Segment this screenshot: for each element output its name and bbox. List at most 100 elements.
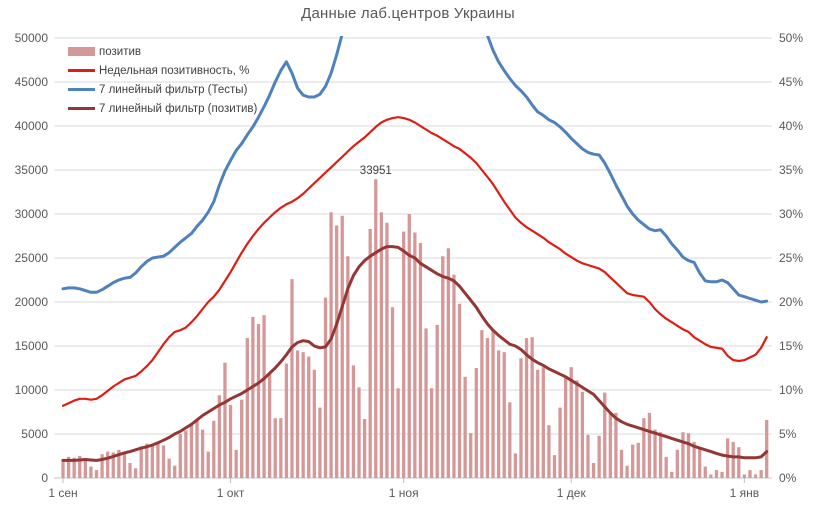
bar-positive [407, 214, 411, 478]
bar-positive [619, 449, 624, 478]
y-axis-label-left: 20000 [15, 295, 49, 309]
bar-positive [424, 328, 428, 478]
bar-positive [552, 455, 557, 478]
legend-item-tests-filter: 7 линейный фильтр (Тесты) [68, 80, 257, 99]
y-axis-label-right: 5% [779, 427, 797, 441]
bar-positive [441, 256, 445, 478]
bar-positive [301, 352, 305, 478]
y-axis-label-left: 35000 [15, 163, 49, 177]
legend-label: Недельная позитивность, % [99, 64, 250, 77]
bar-positive [184, 430, 188, 478]
bar-positive [698, 448, 702, 478]
bar-positive [429, 388, 434, 478]
bar-positive [642, 418, 646, 478]
bar-positive [78, 456, 82, 478]
bar-positive [580, 391, 585, 478]
y-axis-label-right: 10% [779, 383, 803, 397]
bar-positive [508, 402, 512, 478]
bar-positive [435, 324, 439, 478]
bar-positive [223, 362, 227, 478]
bar-positive [469, 433, 473, 478]
bar-positive [748, 470, 752, 478]
x-axis-label: 1 окт [217, 486, 245, 500]
bar-positive [111, 452, 115, 478]
bar-positive [647, 412, 652, 478]
bar-positive [536, 369, 540, 478]
bar-positive [128, 463, 132, 478]
bar-positive [117, 449, 121, 478]
y-axis-label-right: 15% [779, 339, 803, 353]
bar-positive [541, 367, 545, 478]
bar-positive [396, 388, 400, 478]
bar-positive [217, 395, 222, 478]
bar-positive [675, 449, 679, 478]
bar-positive [307, 356, 311, 478]
bar-positive [173, 465, 177, 478]
bar-positive [357, 387, 361, 478]
bar-positive [335, 225, 339, 478]
y-axis-label-right: 40% [779, 119, 803, 133]
y-axis-label-right: 20% [779, 295, 803, 309]
bar-positive [385, 222, 389, 478]
bar-positive [625, 465, 629, 478]
bar-positive [390, 307, 395, 478]
bar-positive [664, 456, 668, 478]
red-line-swatch-icon [68, 69, 95, 72]
bar-positive [670, 471, 674, 478]
y-axis-label-left: 5000 [21, 427, 48, 441]
bar-positive [474, 368, 478, 478]
bar-positive [156, 441, 160, 478]
bar-positive [312, 369, 316, 478]
bar-positive [66, 456, 71, 478]
line-weekly-positivity [61, 116, 768, 407]
blue-line-swatch-icon [68, 88, 95, 91]
bar-positive [753, 474, 758, 478]
bar-positive [502, 352, 506, 478]
y-axis-label-right: 35% [779, 163, 803, 177]
bar-positive [608, 412, 612, 478]
bar-positive [402, 231, 406, 478]
bar-positive [167, 458, 171, 478]
bar-positive [614, 412, 618, 478]
bar-positive [463, 376, 467, 478]
bar-positive [731, 441, 735, 478]
bar-positive [240, 399, 244, 478]
bar-positive [681, 432, 685, 478]
bar-positive [446, 248, 451, 478]
bar-positive [714, 470, 719, 478]
bar-positive [737, 447, 741, 478]
bar-positive [195, 420, 199, 478]
bar-positive [513, 453, 518, 478]
bar-positive [161, 445, 166, 478]
bar-positive [524, 338, 529, 478]
bar-positive [457, 303, 462, 478]
bar-positive [591, 463, 596, 478]
bar-positive [268, 373, 272, 478]
y-axis-label-left: 10000 [15, 383, 49, 397]
bar-positive [279, 418, 283, 478]
line-tests-filter [61, 36, 769, 304]
bar-positive [323, 297, 328, 478]
bar-positive [480, 330, 484, 478]
bar-positive [89, 466, 93, 478]
bar-positive [653, 429, 657, 478]
bar-positive [485, 338, 490, 478]
bar-positive [362, 419, 367, 478]
bar-positive [703, 466, 707, 478]
bar-positive [452, 274, 456, 478]
bar-positive [709, 474, 713, 478]
y-axis-label-right: 0% [779, 471, 797, 485]
bar-positive [379, 212, 383, 479]
bar-positive [318, 407, 322, 478]
y-axis-label-left: 30000 [15, 207, 49, 221]
bar-positive [597, 435, 601, 478]
bar-positive [374, 179, 378, 479]
bar-positive [290, 279, 294, 478]
bar-positive [228, 404, 233, 478]
y-axis-label-right: 30% [779, 207, 803, 221]
peak-annotation: 33951 [360, 165, 392, 177]
y-axis-label-right: 45% [779, 75, 803, 89]
y-axis-label-right: 50% [779, 31, 803, 45]
bar-positive [245, 338, 249, 478]
